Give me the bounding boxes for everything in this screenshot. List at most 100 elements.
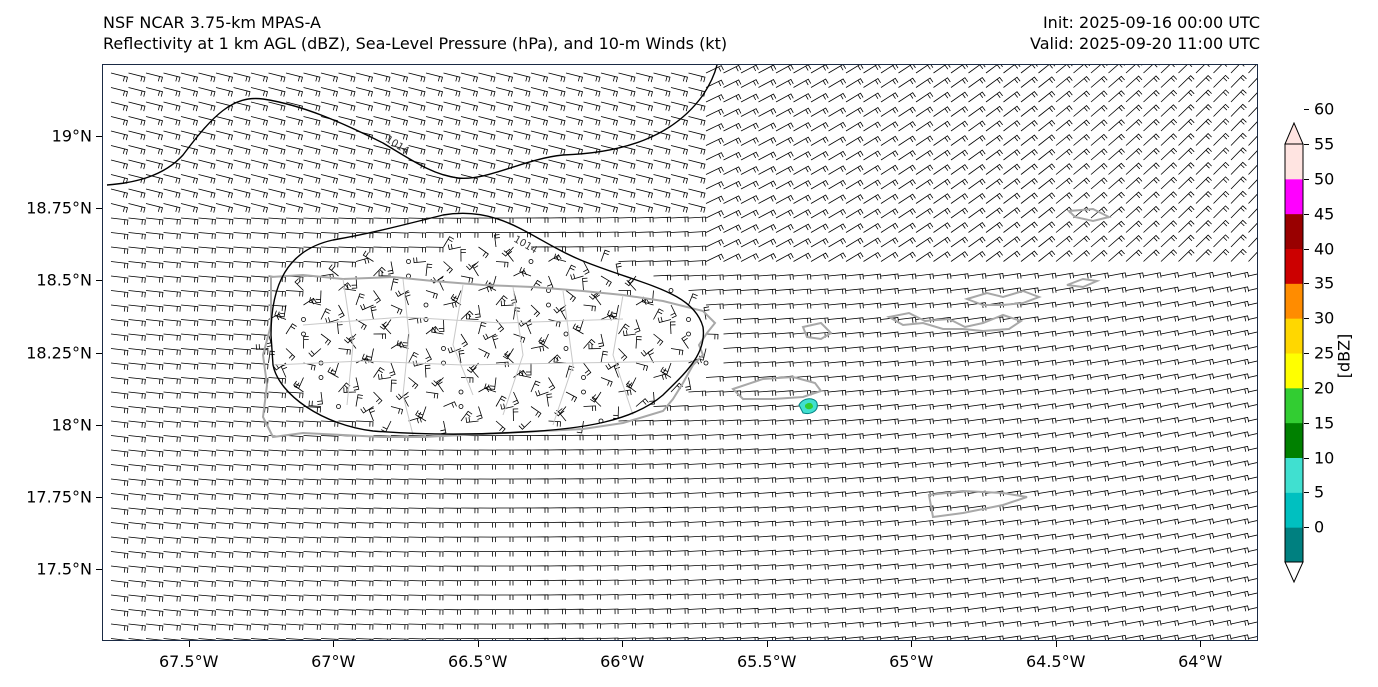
wind-barb [408,246,426,253]
colorbar-tick-mark [1304,387,1309,389]
wind-barb [336,321,343,335]
wind-barb [653,608,672,614]
wind-barb [670,564,689,571]
wind-barb [688,101,706,112]
wind-barb [1003,577,1022,584]
wind-barb [390,406,404,415]
wind-barb [1213,190,1230,204]
wind-barb [1143,460,1162,467]
wind-barb [425,263,433,277]
wind-barb [1090,206,1108,219]
wind-barb [775,404,794,411]
wind-barb [355,565,374,572]
wind-barb [1213,489,1232,496]
wind-barb [343,387,357,393]
wind-barb [338,623,356,630]
wind-barb [1003,91,1021,103]
wind-barb [653,419,672,426]
wind-barb [705,636,724,640]
wind-barb [985,534,1004,540]
wind-barb [968,418,987,425]
wind-barb [1195,271,1215,279]
wind-barb [1125,402,1144,409]
wind-barb [670,434,689,440]
wind-barb [670,304,677,319]
wind-barb [863,179,881,190]
wind-barb [1055,301,1074,308]
wind-barb [1038,134,1056,146]
st-croix-coast [927,489,1028,519]
wind-barb [793,317,812,324]
wind-barb [933,207,951,219]
wind-barb [898,237,916,248]
wind-barb [1003,533,1022,540]
wind-barb [180,594,199,602]
wind-barb [373,565,391,572]
wind-barb [618,608,637,615]
wind-barb [1230,176,1247,190]
wind-barb [1038,562,1057,569]
wind-barb [110,290,129,298]
wind-barb [548,87,566,97]
wind-barb [110,261,129,269]
wind-barb [145,478,164,486]
wind-barb [1248,621,1257,625]
wind-barb [1020,504,1039,511]
wind-barb [1055,250,1073,262]
calm-wind-circle [336,404,341,409]
wind-barb [250,536,269,544]
wind-barb [950,193,969,204]
wind-barb [268,638,286,640]
wind-barb [355,246,374,253]
wind-barb [880,251,899,262]
wind-barb [565,174,583,184]
wind-barb [513,159,531,170]
wind-barb [285,159,303,170]
wind-barb [898,621,917,628]
wind-barb [915,505,934,512]
wind-barb [443,116,461,126]
wind-barb [548,565,566,571]
wind-barb [163,116,181,126]
wind-barb [110,203,128,213]
wind-barb [180,261,199,269]
wind-barb [198,478,216,486]
wind-barb [1073,461,1092,468]
wind-barb [198,623,216,631]
wind-barb [793,78,812,88]
wind-barb [845,433,864,440]
wind-barb [1108,148,1125,161]
map-panel[interactable]: 1014 1014 [102,64,1258,641]
colorbar-tick-mark [1304,144,1309,145]
wind-barb [145,449,164,457]
wind-barb [985,76,1003,88]
wind-barb [1178,65,1194,74]
wind-barb [338,174,356,184]
wind-barb [1143,620,1162,627]
wind-barb [740,253,759,262]
wind-barb [484,383,497,393]
wind-barb [898,491,917,497]
wind-barb [863,404,882,410]
wind-barb [968,403,987,410]
wind-barb [128,565,146,573]
wind-barb [1125,634,1144,640]
wind-barb [880,208,899,219]
wind-barb [898,317,917,323]
wind-barb [215,174,233,184]
wind-barb [775,346,794,353]
wind-barb [145,217,164,225]
colorbar-frame [1284,143,1304,563]
wind-barb [285,145,303,155]
wind-barb [600,188,618,199]
wind-barb [495,295,508,306]
wind-barb [250,101,268,112]
wind-barb [163,319,181,327]
wind-barb [880,433,899,439]
plot-title-left: NSF NCAR 3.75-km MPAS-A Reflectivity at … [103,12,727,54]
wind-barb [1125,301,1144,308]
wind-barb [163,246,181,254]
wind-barb [180,536,199,544]
wind-barb [950,548,969,555]
wind-barb [163,406,181,414]
